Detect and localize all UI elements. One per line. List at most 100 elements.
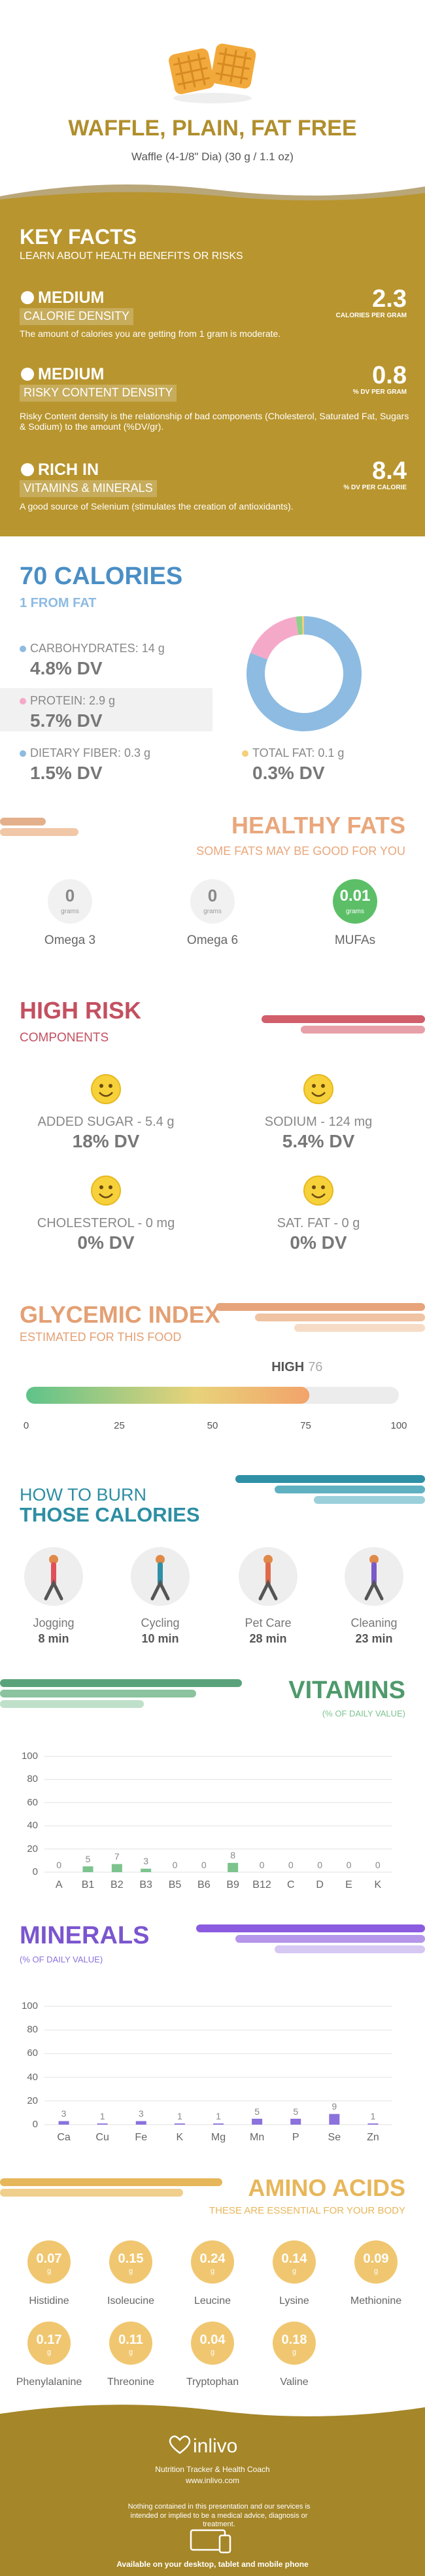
amino-name: Threonine <box>107 2376 155 2388</box>
nutrient-label: PROTEIN: 2.9 g <box>30 694 116 708</box>
amino-unit: g <box>292 2267 297 2276</box>
value-label: 0 <box>375 1859 381 1870</box>
face-eye <box>109 1084 112 1088</box>
value-label: 1 <box>177 2110 182 2121</box>
fat-name: MUFAs <box>334 933 376 947</box>
face-eye <box>99 1084 103 1088</box>
risk-label: ADDED SUGAR - 5.4 g <box>37 1115 175 1129</box>
disclaimer: Nothing contained in this presentation a… <box>128 2503 311 2528</box>
amino-value: 0.17 <box>36 2333 62 2347</box>
fact-description: The amount of calories you are getting f… <box>20 328 281 339</box>
y-tick-label: 20 <box>27 1843 38 1854</box>
figure-head <box>369 1555 379 1564</box>
risk-face <box>303 1175 333 1206</box>
gauge-value: 76 <box>308 1360 323 1374</box>
food-title: WAFFLE, PLAIN, FAT FREE <box>68 115 357 141</box>
donut-slice <box>296 616 303 635</box>
activity-duration: 10 min <box>141 1632 179 1646</box>
y-tick-label: 40 <box>27 1820 38 1832</box>
x-tick-label: B5 <box>168 1879 182 1891</box>
face-mouth <box>311 1193 326 1198</box>
amino-name: Histidine <box>29 2295 69 2307</box>
nutrient-dv: 4.8% DV <box>30 658 103 679</box>
value-label: 5 <box>85 1853 91 1864</box>
amino-value: 0.15 <box>118 2252 144 2266</box>
value-label: 0 <box>56 1859 62 1870</box>
x-tick-label: Mg <box>211 2132 226 2144</box>
decor-bar <box>0 1679 242 1687</box>
risk-face <box>91 1074 121 1104</box>
activity-name: Cleaning <box>350 1616 398 1630</box>
fact-value: 8.4 <box>372 457 407 485</box>
face-eye <box>312 1185 316 1189</box>
bar <box>58 2121 69 2125</box>
donut-slice <box>250 616 299 660</box>
section-subtitle: LEARN ABOUT HEALTH BENEFITS OR RISKS <box>20 251 243 262</box>
value-label: 3 <box>61 2108 67 2119</box>
amino-name: Lysine <box>279 2295 309 2307</box>
donut-slice <box>246 616 362 731</box>
value-label: 5 <box>293 2106 299 2117</box>
risk-dv: 0% DV <box>290 1232 347 1253</box>
activity-name: Jogging <box>33 1616 75 1630</box>
section-subtitle: COMPONENTS <box>20 1030 109 1045</box>
nutrient-dv: 1.5% DV <box>30 763 103 784</box>
decor-bar <box>275 1945 425 1953</box>
amino-unit: g <box>128 2348 133 2357</box>
risk-face <box>91 1175 121 1206</box>
brand-tagline: Nutrition Tracker & Health Coach <box>155 2464 270 2474</box>
decor-bar <box>262 1015 425 1023</box>
fact-description: A good source of Selenium (stimulates th… <box>20 500 294 512</box>
bar <box>135 2121 146 2125</box>
device-icon <box>218 2534 231 2554</box>
decor-bar <box>255 1314 425 1321</box>
y-tick-label: 20 <box>27 2095 38 2106</box>
fact-unit: CALORIES PER GRAM <box>335 312 407 319</box>
value-label: 3 <box>138 2108 144 2119</box>
face-eye <box>312 1084 316 1088</box>
face-mouth <box>99 1092 113 1097</box>
fat-name: Omega 3 <box>44 933 96 947</box>
activity-name: Pet Care <box>245 1616 292 1630</box>
section-subtitle: THESE ARE ESSENTIAL FOR YOUR BODY <box>209 2205 405 2216</box>
decor-bar <box>0 1690 196 1697</box>
fact-name: CALORIE DENSITY <box>20 308 134 325</box>
x-tick-label: Zn <box>367 2132 379 2144</box>
gauge-fill <box>26 1387 310 1404</box>
chart-subtitle: (% OF DAILY VALUE) <box>322 1709 405 1719</box>
calories-title: 70 CALORIES <box>20 563 183 591</box>
amino-value: 0.18 <box>281 2333 307 2347</box>
section-subtitle: ESTIMATED FOR THIS FOOD <box>20 1331 182 1344</box>
amino-circle <box>27 2240 71 2284</box>
x-tick-label: Cu <box>95 2132 109 2144</box>
legend-dot <box>20 698 26 705</box>
face-mouth <box>99 1193 113 1198</box>
amino-value: 0.14 <box>281 2252 307 2266</box>
section-title: GLYCEMIC INDEX <box>20 1301 220 1329</box>
value-label: 1 <box>99 2110 105 2121</box>
amino-value: 0.24 <box>199 2252 226 2266</box>
risk-dv: 18% DV <box>72 1131 140 1152</box>
amino-name: Tryptophan <box>186 2376 239 2388</box>
donut-slice <box>301 616 304 635</box>
value-label: 0 <box>288 1859 294 1870</box>
decor-bar <box>314 1496 425 1504</box>
amino-name: Phenylalanine <box>16 2376 82 2388</box>
amino-unit: g <box>373 2267 379 2276</box>
section-subtitle: SOME FATS MAY BE GOOD FOR YOU <box>196 844 405 858</box>
amino-name: Isoleucine <box>107 2295 155 2307</box>
amino-circle <box>109 2240 152 2284</box>
amino-circle <box>273 2322 316 2365</box>
fact-level: MEDIUM <box>38 288 105 307</box>
nutrient-label: CARBOHYDRATES: 14 g <box>30 642 165 655</box>
value-label: 0 <box>201 1859 207 1870</box>
decor-bar <box>301 1026 425 1034</box>
x-tick-label: P <box>292 2132 299 2144</box>
bar <box>228 1862 239 1872</box>
section-title: HIGH RISK <box>20 997 142 1024</box>
decor-bar <box>196 1924 425 1932</box>
fat-name: Omega 6 <box>186 933 239 947</box>
amino-circle <box>273 2240 316 2284</box>
section-title: KEY FACTS <box>20 224 137 249</box>
